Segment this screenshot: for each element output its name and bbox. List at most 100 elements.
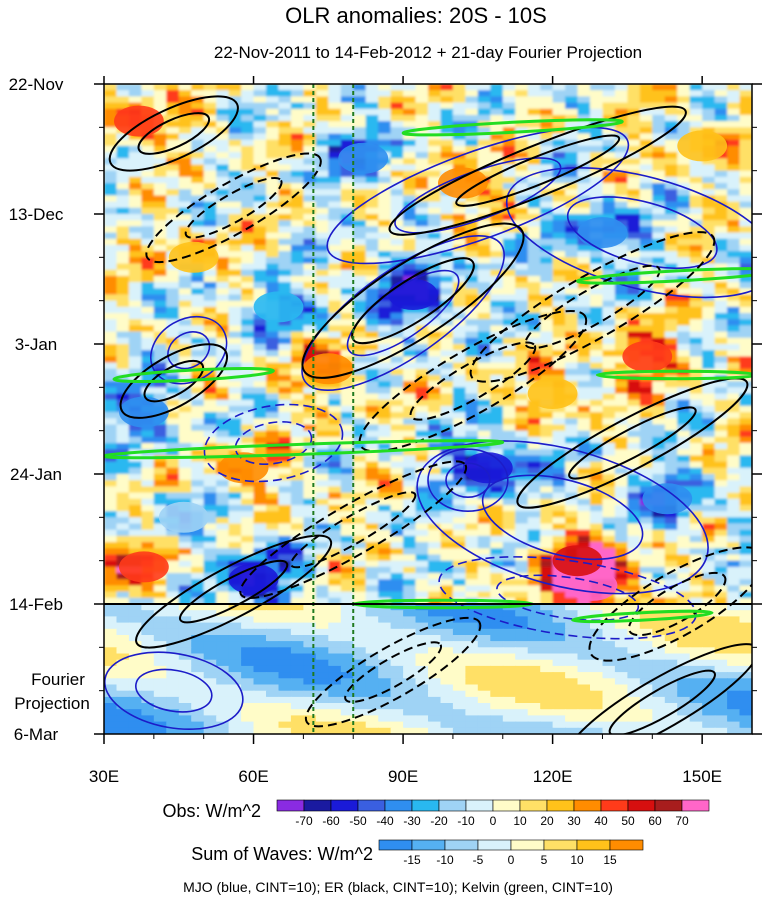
- x-tick-label: 60E: [238, 767, 268, 786]
- wave-contour-ring: [234, 421, 313, 465]
- chart-subtitle: 22-Nov-2011 to 14-Feb-2012 + 21-day Four…: [214, 43, 642, 62]
- wave-contour-er: [565, 643, 752, 734]
- anomaly-feature: [303, 353, 354, 385]
- colorbar-level-label: 60: [648, 814, 662, 828]
- fourier-projection-field: [104, 604, 752, 734]
- wave-contour-kelvin: [571, 609, 714, 624]
- colorbar-swatch: [357, 799, 386, 812]
- y-tick-label: 24-Jan: [10, 465, 62, 484]
- y-tick-label: 3-Jan: [15, 335, 58, 354]
- anomaly-feature: [388, 279, 438, 310]
- wave-legend-caption: MJO (blue, CINT=10); ER (black, CINT=10)…: [183, 879, 613, 895]
- wave-contour-ring: [481, 474, 644, 561]
- colorbar-level-label: 70: [675, 814, 689, 828]
- wave-contour-ring: [326, 126, 630, 265]
- wave-contour-ring: [571, 609, 714, 624]
- wave-contour-ring: [108, 95, 239, 172]
- wave-contour-ring: [496, 574, 640, 622]
- wave-contour-ring: [469, 231, 716, 383]
- wave-contour-er: [588, 546, 752, 662]
- colorbar-level-label: -40: [376, 814, 394, 828]
- wave-contour-mjo: [104, 651, 244, 730]
- colorbar-level-label: -10: [436, 853, 454, 867]
- chart-title: OLR anomalies: 20S - 10S: [285, 3, 547, 28]
- wave-contour-ring: [566, 196, 718, 270]
- wave-contour-ring: [104, 651, 244, 730]
- wave-contour-er: [358, 309, 588, 453]
- colorbar-level-label: 15: [603, 853, 617, 867]
- wave-contour-ring: [427, 448, 509, 513]
- waves-colorbar: -15 -10 -5 0 5 10 15: [378, 839, 644, 867]
- wave-contour-ring: [388, 105, 687, 236]
- wave-contour-ring: [135, 668, 213, 713]
- wave-contour-ring: [290, 491, 417, 569]
- wave-contour-ring: [304, 616, 482, 728]
- wave-contour-mjo: [203, 403, 344, 483]
- wave-contour-er: [119, 343, 229, 419]
- colorbar-swatch: [573, 799, 602, 812]
- colorbar-swatch: [477, 839, 512, 851]
- colorbar-level-label: 20: [540, 814, 554, 828]
- x-tick-label: 90E: [388, 767, 418, 786]
- colorbar-level-label: 50: [621, 814, 635, 828]
- wave-contour-kelvin: [595, 369, 752, 381]
- wave-contour-er: [304, 616, 482, 728]
- wave-contour-ring: [565, 643, 752, 734]
- wave-contour-ring: [135, 534, 333, 649]
- colorbar-swatch: [543, 839, 578, 851]
- colorbar-level-label: -5: [473, 853, 484, 867]
- colorbar-swatch: [411, 839, 446, 851]
- colorbar-level-label: 5: [541, 853, 548, 867]
- wave-contour-ring: [301, 222, 525, 379]
- projection-label-line1: Fourier: [31, 670, 85, 689]
- colorbar-swatch: [330, 799, 359, 812]
- anomaly-feature: [118, 396, 169, 428]
- obs-colorbar-label: Obs: W/m^2: [163, 801, 261, 821]
- wave-contour-ring: [203, 403, 344, 483]
- colorbar-swatch: [303, 799, 332, 812]
- colorbar-level-label: 10: [513, 814, 527, 828]
- colorbar-level-label: -60: [322, 814, 340, 828]
- anomaly-feature: [438, 167, 488, 199]
- colorbar-swatch: [465, 799, 494, 812]
- wave-contour-mjo: [301, 234, 505, 392]
- wave-contour-kelvin: [112, 366, 275, 384]
- wave-contour-ring: [588, 546, 752, 662]
- colorbar-level-label: -70: [295, 814, 313, 828]
- waves-colorbar-label: Sum of Waves: W/m^2: [191, 844, 373, 864]
- wave-contour-ring: [119, 343, 229, 419]
- wave-contour-ring: [112, 366, 275, 384]
- anomaly-feature: [253, 291, 304, 323]
- wave-contour-ring: [239, 460, 468, 599]
- obs-colorbar: -70 -60 -50 -40 -30 -20 -10 0 10 20 30 40 50 60 70: [276, 799, 710, 828]
- wave-contour-kelvin: [576, 267, 752, 285]
- y-tick-label: 6-Mar: [14, 725, 59, 744]
- colorbar-level-label: 0: [490, 814, 497, 828]
- colorbar-swatch: [519, 799, 548, 812]
- colorbar-swatch: [627, 799, 656, 812]
- colorbar-swatch: [510, 839, 545, 851]
- wave-contour-ring: [595, 369, 752, 381]
- colorbar-level-label: 0: [508, 853, 515, 867]
- anomaly-feature: [622, 340, 673, 372]
- wave-contour-ring: [455, 134, 621, 207]
- wave-contour-ring: [346, 269, 460, 357]
- colorbar-swatch: [444, 839, 479, 851]
- wave-contour-ring: [344, 641, 443, 703]
- colorbar-level-label: 30: [567, 814, 581, 828]
- wave-contour-er: [516, 377, 749, 509]
- anomaly-feature: [218, 452, 269, 484]
- anomaly-feature: [677, 130, 728, 162]
- anomaly-feature: [527, 378, 578, 409]
- wave-contour-er: [469, 231, 716, 383]
- wave-contour-ring: [301, 234, 505, 392]
- colorbar-level-label: -15: [403, 853, 421, 867]
- wave-contour-ring: [143, 359, 205, 403]
- anomaly-feature: [577, 217, 628, 249]
- wave-contour-mjo: [427, 448, 509, 513]
- wave-contour-ring: [150, 315, 228, 385]
- anomaly-feature: [168, 241, 219, 273]
- y-axis: 22-Nov 13-Dec 3-Jan 24-Jan 14-Feb 6-Mar: [9, 75, 762, 744]
- reference-lines: [312, 84, 355, 734]
